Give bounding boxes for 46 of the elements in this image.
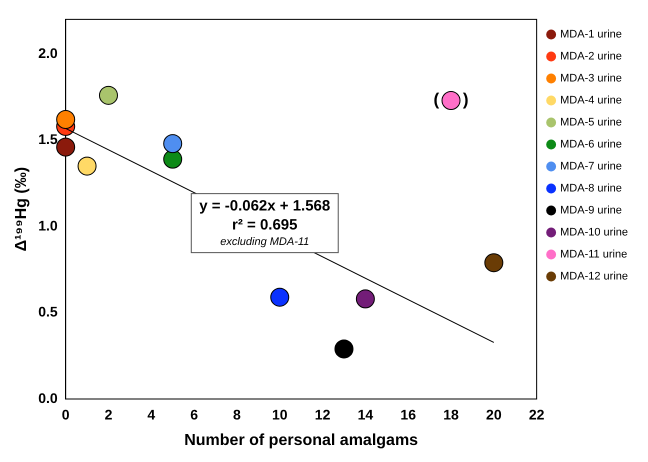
y-tick-label: 1.0 xyxy=(38,217,58,234)
y-tick-label: 0.5 xyxy=(38,304,58,320)
x-tick-label: 2 xyxy=(104,406,113,422)
point xyxy=(163,150,182,169)
point xyxy=(484,253,504,272)
x-tick-label: 18 xyxy=(443,406,460,422)
point xyxy=(356,289,375,308)
annotation: ( ) xyxy=(434,90,468,110)
y-axis-title: Δ¹⁹⁹Hg (‰) xyxy=(13,166,30,252)
x-tick-label: 22 xyxy=(528,406,545,422)
legend-label: MDA-6 urine xyxy=(560,138,622,151)
point xyxy=(98,86,118,105)
x-tick-label: 6 xyxy=(190,406,198,422)
x-tick-label: 4 xyxy=(147,406,156,422)
point xyxy=(334,339,354,358)
x-tick-label: 12 xyxy=(314,406,331,422)
legend-label: MDA-9 urine xyxy=(560,204,622,217)
point xyxy=(56,138,76,157)
x-axis-title: Number of personal amalgams xyxy=(184,432,418,449)
annotation: excluding MDA-11 xyxy=(220,236,310,248)
x-tick-label: 20 xyxy=(486,406,502,422)
point xyxy=(442,90,461,110)
legend-label: MDA-8 urine xyxy=(560,182,622,195)
legend-label: MDA-7 urine xyxy=(560,160,622,173)
point xyxy=(270,288,290,307)
annotation: r² = 0.695 xyxy=(232,216,298,234)
legend-label: MDA-4 urine xyxy=(560,94,622,107)
legend-label: MDA-3 urine xyxy=(560,72,622,85)
legend-label: MDA-12 urine xyxy=(560,270,628,283)
legend-label: MDA-10 urine xyxy=(560,226,628,239)
point xyxy=(78,156,97,176)
legend-label: MDA-1 urine xyxy=(560,28,622,41)
x-tick-label: 8 xyxy=(233,406,242,422)
legend-label: MDA-5 urine xyxy=(560,116,622,129)
x-tick-label: 10 xyxy=(272,406,288,422)
point xyxy=(163,134,182,154)
point xyxy=(56,110,76,129)
x-tick-label: 0 xyxy=(62,406,70,422)
y-tick-label: 0.0 xyxy=(38,390,58,406)
y-tick-label: 2.0 xyxy=(38,44,58,61)
annotation: y = -0.062x + 1.568 xyxy=(199,197,330,214)
y-tick-label: 1.5 xyxy=(38,131,58,148)
x-tick-label: 16 xyxy=(400,406,416,422)
x-tick-label: 14 xyxy=(358,406,374,422)
legend-label: MDA-2 urine xyxy=(560,50,622,63)
legend-label: MDA-11 urine xyxy=(560,248,628,261)
